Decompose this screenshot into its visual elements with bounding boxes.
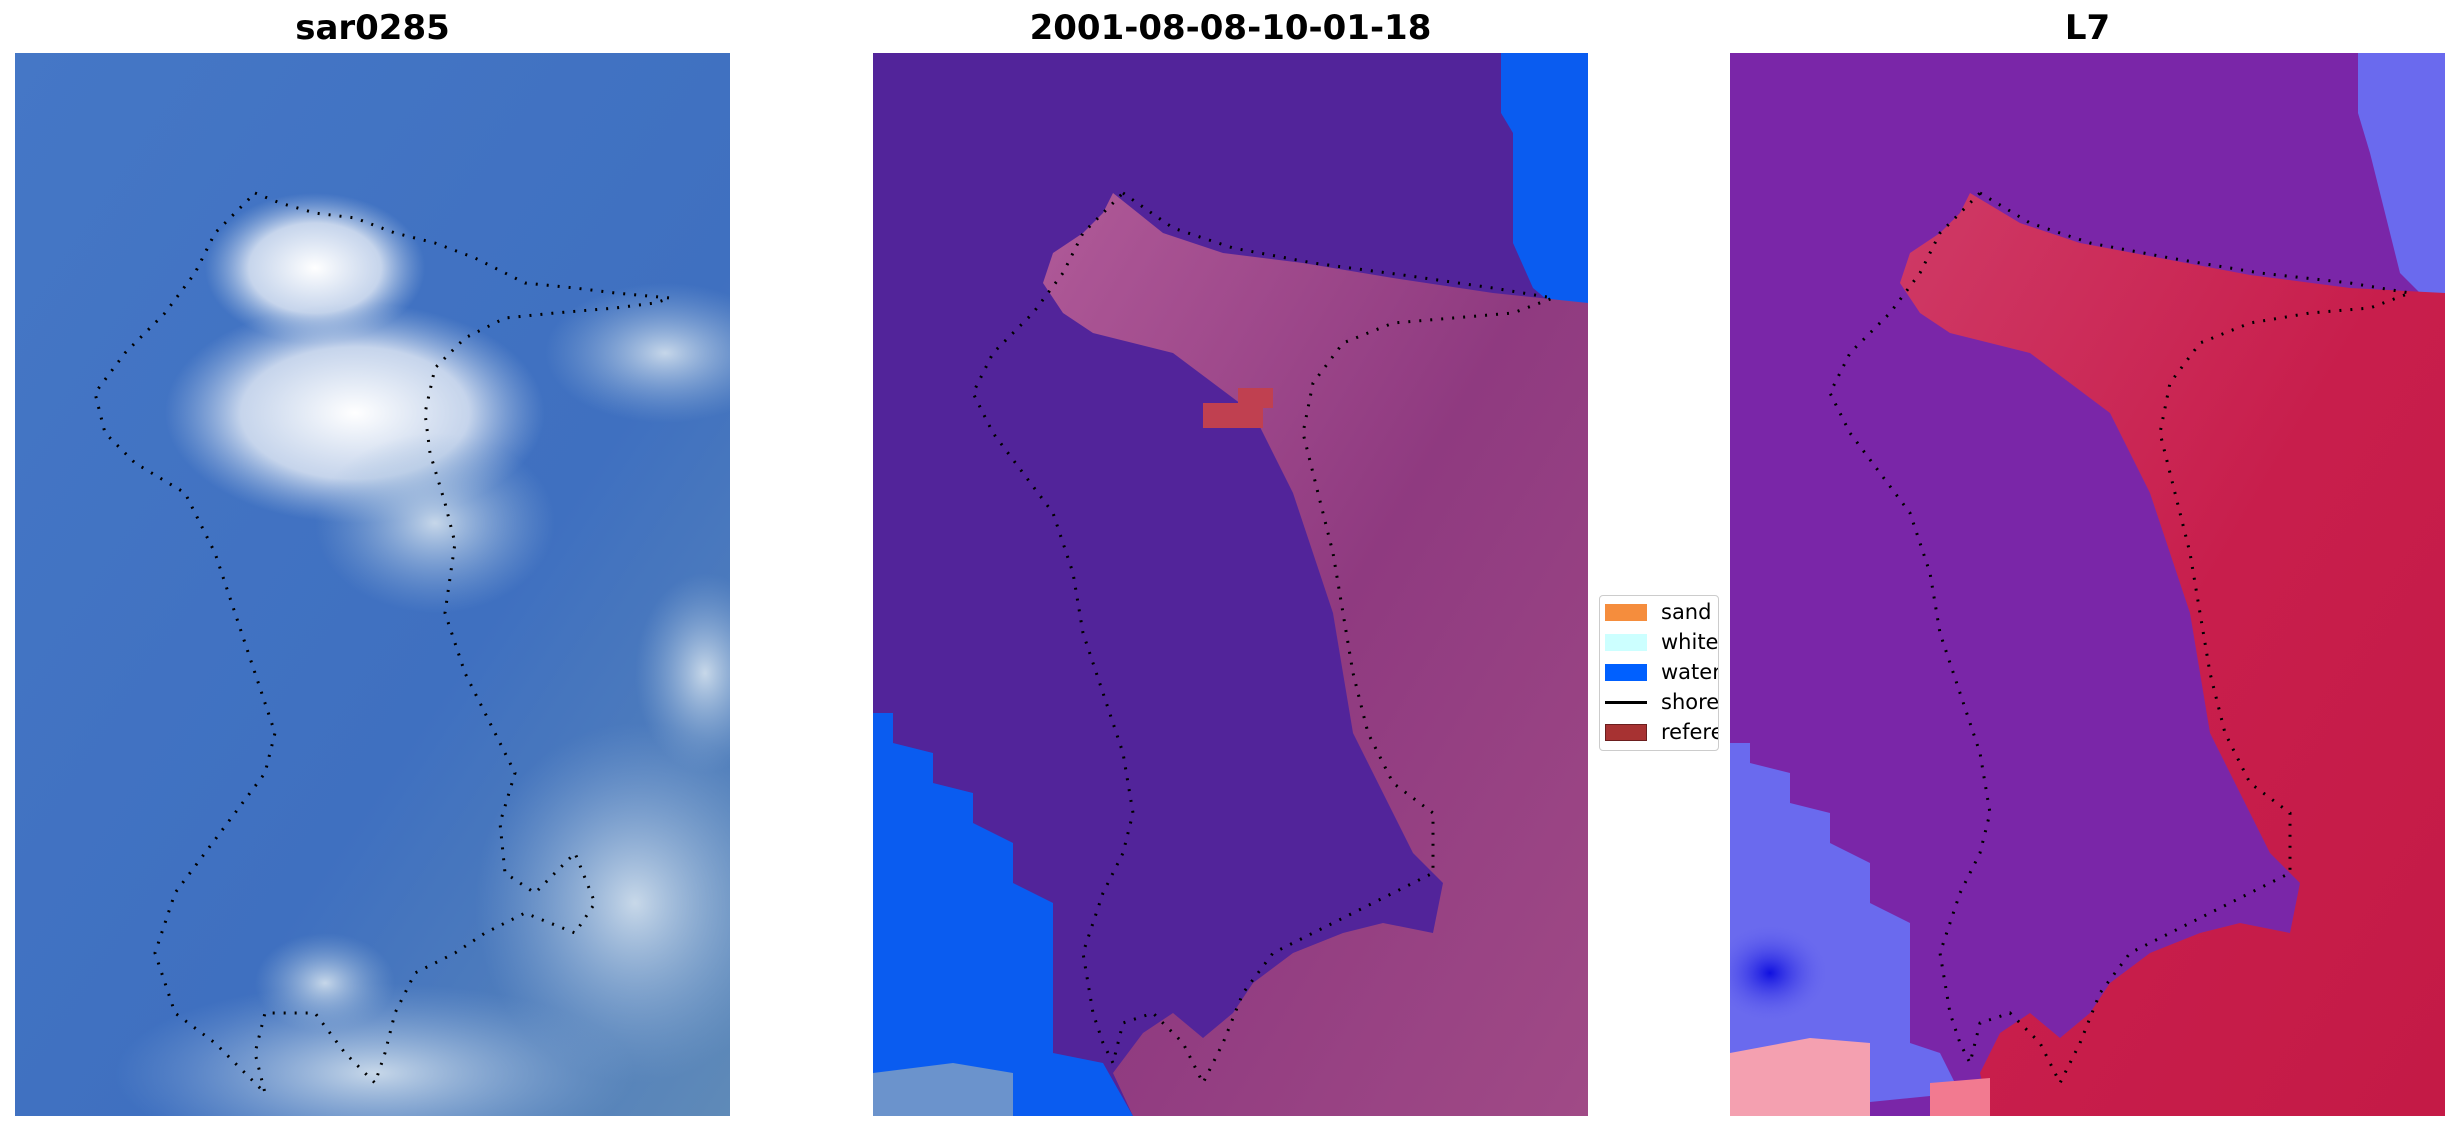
legend-item-reference: reference [1605, 719, 1718, 745]
legend-swatch-water [1605, 663, 1647, 681]
classification-panel [873, 53, 1588, 1116]
legend-item-sand: sand [1605, 599, 1711, 625]
legend-swatch-sand [1605, 603, 1647, 621]
legend-swatch-whitewater [1605, 633, 1647, 651]
index-image [1730, 53, 2445, 1116]
legend-label: shoreline [1661, 690, 1719, 714]
classification-image [873, 53, 1588, 1116]
rgb-image-panel [15, 53, 730, 1116]
panel-title-classification: 2001-08-08-10-01-18 [1029, 8, 1432, 48]
panel-title-index: L7 [2064, 8, 2111, 48]
index-image-panel [1730, 53, 2445, 1116]
legend-label: sand [1661, 600, 1712, 624]
rgb-image [15, 53, 730, 1116]
legend-label: reference [1661, 720, 1718, 744]
panel-title-rgb: sar0285 [295, 8, 450, 48]
legend-label: water [1661, 660, 1719, 684]
legend-swatch-reference [1605, 723, 1647, 741]
legend-swatch-shoreline [1605, 700, 1647, 704]
legend-item-shoreline: shoreline [1605, 689, 1719, 715]
legend-item-water: water [1605, 659, 1719, 685]
